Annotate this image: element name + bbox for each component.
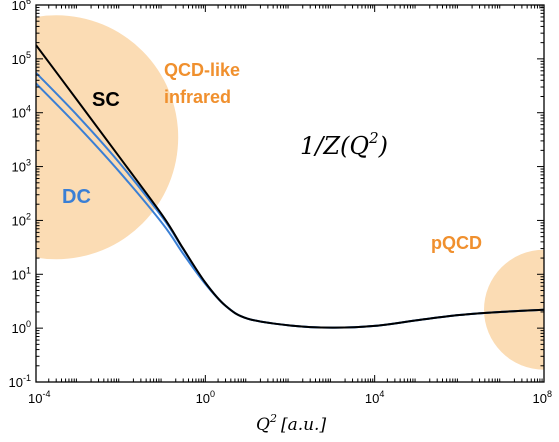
series-line-sc [36,44,544,329]
y-tick-label: 103 [12,158,31,175]
y-tick-label: 106 [12,0,31,13]
x-axis-label-sup: 2 [269,412,277,425]
formula-sup: 2 [368,129,379,147]
sc-label: SC [92,89,120,111]
y-tick-label: 102 [12,211,31,228]
y-tick-label: 101 [12,265,31,282]
infrared-label: infrared [164,87,231,107]
x-tick-label: 108 [533,389,552,406]
qcd-like-label: QCD-like [164,60,240,80]
y-tick-label: 10-1 [9,373,31,390]
y-tick-label: 100 [12,319,31,336]
x-axis-label: Q2 [a.u.] [256,412,326,435]
formula-close: ) [378,132,388,160]
x-axis-label-base: Q [256,415,270,435]
formula-main: 1/Z(Q [300,132,369,160]
y-tick-label: 104 [12,104,31,121]
pqcd-region [484,249,544,370]
formula-label: 1/Z(Q2) [300,129,388,160]
y-tick-label: 105 [12,50,31,67]
dc-label: DC [62,186,91,208]
x-tick-label: 10-4 [28,389,50,406]
x-axis-label-unit: [a.u.] [281,415,327,435]
plot-frame [35,4,545,383]
x-tick-label: 100 [196,389,215,406]
pqcd-label: pQCD [431,233,482,253]
x-tick-label: 104 [365,389,384,406]
